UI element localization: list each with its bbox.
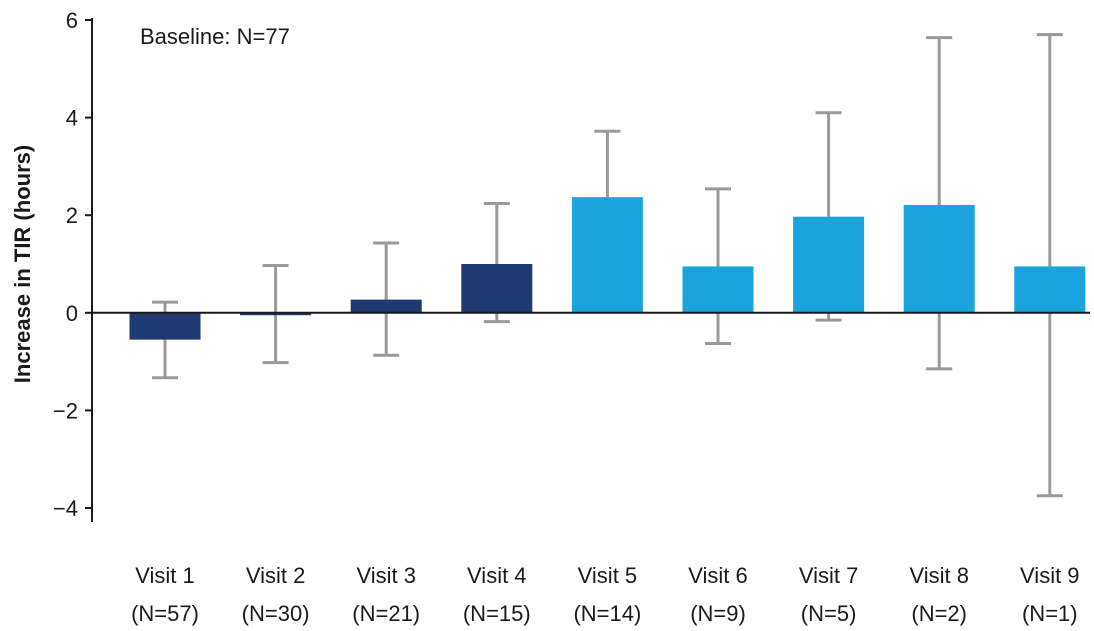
baseline-annotation: Baseline: N=77: [140, 24, 290, 49]
bars-layer: [129, 197, 1086, 340]
bar-1: [129, 312, 201, 340]
x-sample-size-label: (N=14): [573, 601, 641, 626]
x-labels-layer: Visit 1 (N=57) Visit 2 (N=30) Visit 3 (N=21) V…: [131, 563, 1079, 626]
y-tick-label: 2: [66, 203, 78, 228]
bar-7: [793, 216, 865, 313]
y-tick-label: 6: [66, 8, 78, 33]
bar-4: [461, 264, 533, 313]
x-category-label: Visit 4: [467, 563, 527, 588]
y-ticks-layer: −4 −2 0 2 4 6: [53, 8, 92, 521]
x-sample-size-label: (N=9): [690, 601, 746, 626]
x-category-label: Visit 9: [1020, 563, 1080, 588]
x-sample-size-label: (N=2): [911, 601, 967, 626]
bar-9: [1014, 266, 1086, 313]
x-sample-size-label: (N=21): [352, 601, 420, 626]
x-sample-size-label: (N=15): [463, 601, 531, 626]
axes-layer: [91, 18, 1090, 522]
bar-5: [571, 197, 643, 313]
x-sample-size-label: (N=1): [1022, 601, 1078, 626]
x-category-label: Visit 1: [135, 563, 195, 588]
y-tick-label: −4: [53, 496, 78, 521]
x-category-label: Visit 2: [246, 563, 306, 588]
bar-3: [350, 299, 422, 313]
y-axis-title: Increase in TIR (hours): [10, 145, 35, 383]
x-category-label: Visit 3: [356, 563, 416, 588]
y-tick-label: 0: [66, 301, 78, 326]
x-sample-size-label: (N=30): [242, 601, 310, 626]
bar-6: [682, 266, 754, 313]
x-category-label: Visit 5: [578, 563, 638, 588]
bar-2: [240, 312, 312, 316]
x-category-label: Visit 7: [799, 563, 859, 588]
x-sample-size-label: (N=5): [801, 601, 857, 626]
y-tick-label: 4: [66, 106, 78, 131]
x-category-label: Visit 8: [909, 563, 969, 588]
bar-8: [903, 204, 975, 313]
y-tick-label: −2: [53, 398, 78, 423]
x-category-label: Visit 6: [688, 563, 748, 588]
x-sample-size-label: (N=57): [131, 601, 199, 626]
